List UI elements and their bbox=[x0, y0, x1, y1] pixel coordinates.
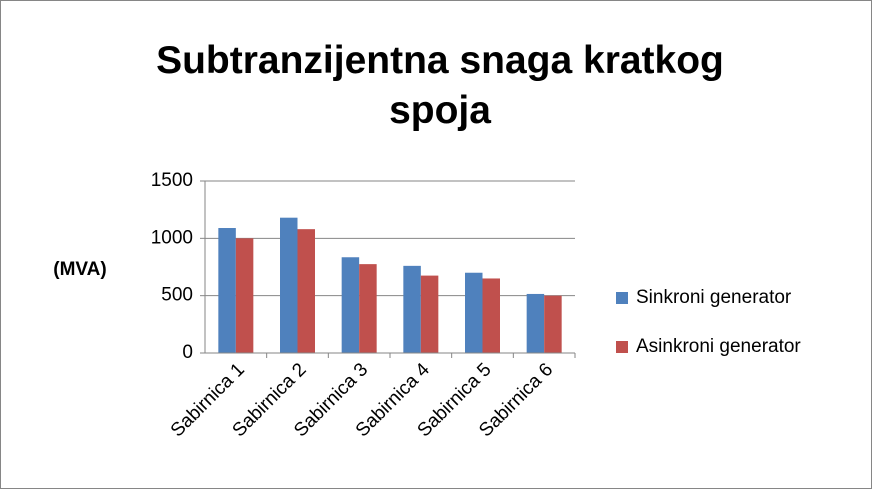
bar bbox=[235, 238, 254, 353]
legend-label: Sinkroni generator bbox=[636, 287, 792, 308]
legend-swatch bbox=[616, 341, 628, 353]
bar bbox=[280, 217, 298, 353]
bar bbox=[465, 272, 483, 353]
bar bbox=[359, 264, 377, 353]
y-tick-label: 1000 bbox=[151, 227, 193, 248]
y-tick-label: 1500 bbox=[151, 170, 193, 191]
bar bbox=[482, 278, 500, 353]
bar bbox=[420, 275, 439, 353]
bar bbox=[403, 265, 421, 353]
legend-swatch bbox=[616, 292, 628, 304]
bar bbox=[544, 295, 562, 353]
y-axis-label: (MVA) bbox=[53, 259, 106, 280]
bar bbox=[526, 293, 545, 353]
bar bbox=[341, 257, 360, 353]
chart-title: Subtranzijentna snaga kratkog spoja bbox=[156, 39, 724, 132]
y-tick-label: 500 bbox=[161, 285, 193, 306]
legend-label: Asinkroni generator bbox=[636, 336, 801, 357]
y-tick-label: 0 bbox=[182, 342, 193, 363]
bar bbox=[297, 229, 315, 353]
bar bbox=[218, 228, 236, 353]
